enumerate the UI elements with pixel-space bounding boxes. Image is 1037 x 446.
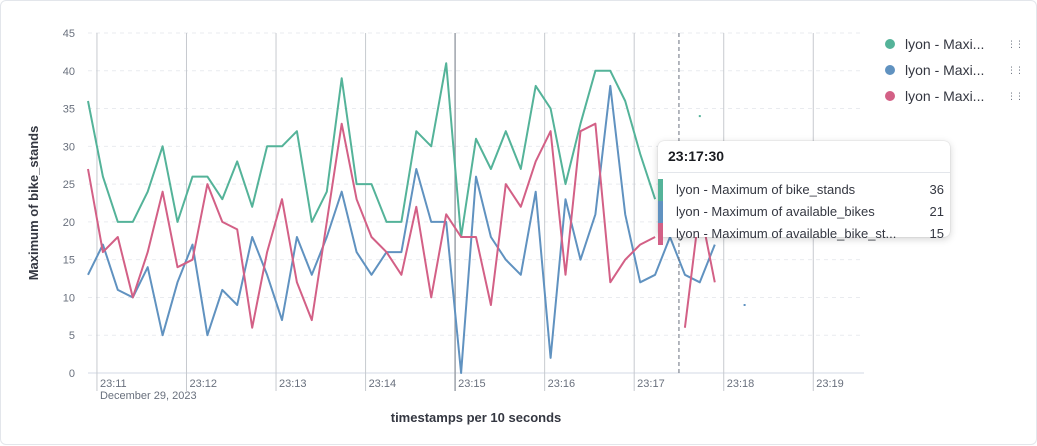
tooltip-series-value: 15 xyxy=(929,226,944,241)
chart-tooltip: 23:17:30 lyon - Maximum of bike_stands 3… xyxy=(658,141,950,245)
tooltip-series-name: lyon - Maximum of available_bike_st... xyxy=(676,226,897,241)
x-tick-label: 23:14 xyxy=(369,378,397,390)
y-tick-label: 40 xyxy=(63,66,75,78)
tooltip-series-value: 21 xyxy=(929,204,944,219)
legend-color-dot xyxy=(885,39,895,49)
legend-color-dot xyxy=(885,91,895,101)
series-line xyxy=(87,62,657,238)
tooltip-series-name: lyon - Maximum of bike_stands xyxy=(676,182,856,197)
series-1 xyxy=(87,84,746,374)
legend-item-bike-stands[interactable]: lyon - Maxi... ⋮⋮ xyxy=(881,31,1031,57)
x-tick-label: 23:16 xyxy=(548,378,576,390)
x-tick-label: 23:12 xyxy=(189,378,217,390)
tooltip-series-name: lyon - Maximum of available_bikes xyxy=(676,204,875,219)
y-tick-label: 45 xyxy=(63,28,75,40)
x-tick-label: 23:13 xyxy=(279,378,307,390)
y-tick-label: 15 xyxy=(63,255,75,267)
y-tick-label: 30 xyxy=(63,141,75,153)
tooltip-color-swatch xyxy=(658,201,663,223)
legend-options-icon[interactable]: ⋮⋮ xyxy=(1007,91,1024,101)
legend-item-available-bike-stands[interactable]: lyon - Maxi... ⋮⋮ xyxy=(881,83,1031,109)
y-tick-label: 5 xyxy=(69,330,75,342)
legend-options-icon[interactable]: ⋮⋮ xyxy=(1007,65,1024,75)
y-tick-label: 20 xyxy=(63,217,75,229)
series-line xyxy=(87,84,716,374)
y-tick-label: 25 xyxy=(63,179,75,191)
y-tick-label: 0 xyxy=(69,368,75,380)
series-0 xyxy=(87,62,701,238)
tooltip-color-swatch xyxy=(658,179,663,201)
x-tick-label: 23:17 xyxy=(637,378,665,390)
x-tick-label: 23:11 xyxy=(100,378,127,390)
legend-color-dot xyxy=(885,65,895,75)
x-tick-label: 23:19 xyxy=(816,378,844,390)
x-tick-label: 23:18 xyxy=(727,378,755,390)
tooltip-title: 23:17:30 xyxy=(658,141,950,173)
tooltip-color-swatch xyxy=(658,223,663,245)
x-axis-title: timestamps per 10 seconds xyxy=(391,410,562,425)
series-line xyxy=(87,122,656,329)
legend-label: lyon - Maxi... xyxy=(905,36,985,52)
tooltip-row: lyon - Maximum of available_bike_st... 1… xyxy=(658,223,950,245)
y-tick-label: 10 xyxy=(63,292,75,304)
chart-legend: lyon - Maxi... ⋮⋮ lyon - Maxi... ⋮⋮ lyon… xyxy=(881,31,1031,109)
legend-options-icon[interactable]: ⋮⋮ xyxy=(1007,39,1024,49)
tooltip-row: lyon - Maximum of available_bikes 21 xyxy=(658,201,950,223)
legend-label: lyon - Maxi... xyxy=(905,62,985,78)
legend-item-available-bikes[interactable]: lyon - Maxi... ⋮⋮ xyxy=(881,57,1031,83)
y-tick-label: 35 xyxy=(63,104,75,116)
tooltip-row: lyon - Maximum of bike_stands 36 xyxy=(658,179,950,201)
x-tick-label: 23:15 xyxy=(458,378,486,390)
tooltip-series-value: 36 xyxy=(929,182,944,197)
x-date-label: December 29, 2023 xyxy=(100,390,197,402)
y-axis-title: Maximum of bike_stands xyxy=(26,126,41,281)
legend-label: lyon - Maxi... xyxy=(905,88,985,104)
